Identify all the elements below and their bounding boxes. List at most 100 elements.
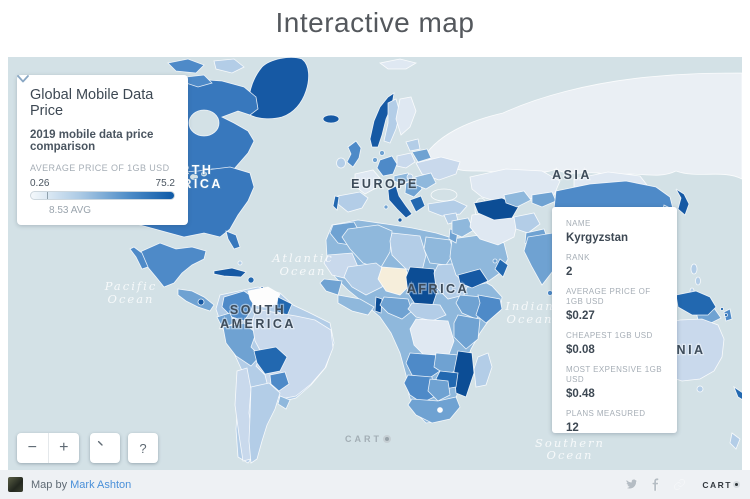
country-papua-new-guinea[interactable] bbox=[675, 290, 717, 316]
country-zambia[interactable] bbox=[433, 352, 461, 376]
label-atlantic-ocean-line2: Ocean bbox=[280, 264, 327, 278]
country-west-africa[interactable] bbox=[337, 294, 375, 316]
country-russia[interactable] bbox=[423, 72, 742, 180]
carto-logo[interactable]: CART bbox=[702, 480, 740, 490]
carto-logo-text: CART bbox=[702, 479, 732, 490]
country-sicily[interactable] bbox=[397, 217, 403, 223]
country-new-caledonia[interactable] bbox=[733, 385, 742, 403]
country-south-africa[interactable] bbox=[407, 396, 461, 424]
country-romania[interactable] bbox=[414, 172, 437, 190]
country-baltics[interactable] bbox=[405, 138, 421, 152]
help-button[interactable]: ? bbox=[128, 433, 158, 463]
country-uzbekistan[interactable] bbox=[503, 190, 532, 208]
twitter-share-button[interactable] bbox=[625, 479, 639, 490]
country-iraq[interactable] bbox=[451, 217, 475, 238]
country-iceland[interactable] bbox=[322, 114, 340, 124]
country-turkey[interactable] bbox=[427, 199, 468, 217]
legend-min-value: 0.26 bbox=[30, 178, 50, 189]
country-germany[interactable] bbox=[376, 155, 398, 177]
country-philippines[interactable] bbox=[695, 276, 701, 286]
zoom-out-button[interactable]: − bbox=[17, 433, 49, 463]
country-finland[interactable] bbox=[395, 96, 417, 136]
country-benelux[interactable] bbox=[372, 157, 378, 163]
label-south-america-line1: SOUTH bbox=[230, 303, 286, 317]
country-usa-florida[interactable] bbox=[225, 230, 241, 250]
map-by-label: Map by bbox=[31, 478, 68, 491]
country-portugal[interactable] bbox=[332, 195, 340, 211]
country-philippines[interactable] bbox=[690, 263, 698, 275]
country-solomon[interactable] bbox=[724, 313, 728, 317]
country-senegal-guinea[interactable] bbox=[319, 278, 343, 296]
country-svalbard[interactable] bbox=[379, 58, 418, 70]
country-afghanistan[interactable] bbox=[513, 212, 541, 234]
facebook-share-button[interactable] bbox=[652, 478, 660, 491]
country-hispaniola[interactable] bbox=[247, 276, 255, 284]
country-greece[interactable] bbox=[409, 195, 426, 213]
country-benin[interactable] bbox=[374, 296, 383, 314]
country-solomon[interactable] bbox=[720, 307, 724, 311]
country-poland[interactable] bbox=[396, 152, 416, 169]
country-ecuador[interactable] bbox=[216, 312, 235, 330]
country-tasmania[interactable] bbox=[696, 385, 704, 393]
country-lesotho[interactable] bbox=[437, 407, 443, 413]
country-bolivia[interactable] bbox=[253, 346, 288, 375]
country-oman[interactable] bbox=[494, 258, 509, 278]
country-nigeria[interactable] bbox=[379, 296, 413, 320]
country-japan[interactable] bbox=[675, 188, 690, 216]
country-venezuela[interactable] bbox=[247, 286, 281, 308]
country-argentina[interactable] bbox=[248, 382, 281, 464]
country-uruguay[interactable] bbox=[277, 395, 291, 410]
country-sardinia[interactable] bbox=[383, 204, 389, 210]
tooltip-field-label: RANK bbox=[566, 253, 590, 262]
country-france[interactable] bbox=[354, 169, 381, 195]
country-botswana[interactable] bbox=[427, 378, 451, 402]
country-sweden[interactable] bbox=[383, 98, 401, 144]
country-niger[interactable] bbox=[377, 266, 411, 296]
country-greenland[interactable] bbox=[248, 57, 310, 120]
country-belarus[interactable] bbox=[411, 148, 432, 163]
country-italy[interactable] bbox=[387, 185, 413, 219]
country-arctic-island[interactable] bbox=[167, 58, 205, 74]
country-uk[interactable] bbox=[346, 140, 362, 168]
country-switzerland[interactable] bbox=[377, 178, 383, 184]
search-button[interactable] bbox=[90, 433, 120, 463]
country-mozambique[interactable] bbox=[453, 350, 475, 398]
legend-metric-label: AVERAGE PRICE OF 1GB USD bbox=[30, 163, 170, 173]
tooltip-field-label: AVERAGE PRICE OF 1GB USD bbox=[566, 287, 651, 306]
country-mali[interactable] bbox=[343, 262, 387, 296]
country-nicaragua[interactable] bbox=[197, 298, 205, 306]
country-somalia[interactable] bbox=[475, 294, 503, 324]
facebook-icon bbox=[652, 478, 660, 491]
interactive-map[interactable]: NORTH AMERICA SOUTH AMERICA EUROPE ASIA … bbox=[8, 57, 742, 470]
country-baja[interactable] bbox=[129, 246, 149, 270]
zoom-in-button[interactable]: + bbox=[59, 439, 69, 456]
country-spain[interactable] bbox=[337, 191, 369, 213]
link-icon bbox=[674, 479, 686, 490]
country-yemen[interactable] bbox=[457, 268, 489, 289]
country-sulawesi[interactable] bbox=[723, 308, 733, 322]
country-madagascar[interactable] bbox=[473, 352, 493, 388]
country-new-zealand[interactable] bbox=[729, 432, 741, 450]
country-uae[interactable] bbox=[492, 258, 498, 264]
tooltip-field-value: 2 bbox=[566, 266, 573, 278]
country-kenya-tanzania[interactable] bbox=[453, 314, 481, 350]
carto-o-icon bbox=[383, 435, 391, 443]
country-arctic-island[interactable] bbox=[213, 58, 245, 74]
country-central-america[interactable] bbox=[177, 288, 215, 312]
chevron-down-icon[interactable] bbox=[17, 75, 29, 83]
country-kyrgyzstan[interactable] bbox=[531, 191, 557, 208]
country-paraguay[interactable] bbox=[269, 371, 290, 392]
label-atlantic-ocean-line1: Atlantic bbox=[271, 251, 333, 265]
great-lake bbox=[190, 174, 198, 180]
legend-gradient-bar[interactable] bbox=[30, 191, 175, 200]
hudson-bay bbox=[188, 109, 220, 137]
country-ireland[interactable] bbox=[336, 157, 346, 169]
country-bahamas[interactable] bbox=[237, 260, 243, 266]
tooltip-field-label: PLANS MEASURED bbox=[566, 409, 646, 418]
country-cuba[interactable] bbox=[213, 267, 247, 278]
author-link[interactable]: Mark Ashton bbox=[70, 478, 132, 491]
country-hungary[interactable] bbox=[406, 173, 414, 181]
country-denmark[interactable] bbox=[379, 150, 385, 156]
share-link-button[interactable] bbox=[673, 478, 686, 491]
